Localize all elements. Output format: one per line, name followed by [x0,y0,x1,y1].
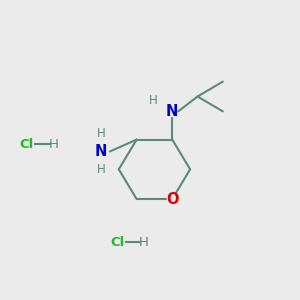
Text: H: H [97,163,105,176]
Text: H: H [97,127,105,140]
Text: O: O [166,191,178,206]
Text: H: H [148,94,157,106]
Text: H: H [49,138,58,151]
Text: Cl: Cl [20,138,34,151]
Text: Cl: Cl [110,236,124,249]
Text: N: N [95,144,107,159]
Text: H: H [139,236,149,249]
Text: N: N [166,104,178,119]
